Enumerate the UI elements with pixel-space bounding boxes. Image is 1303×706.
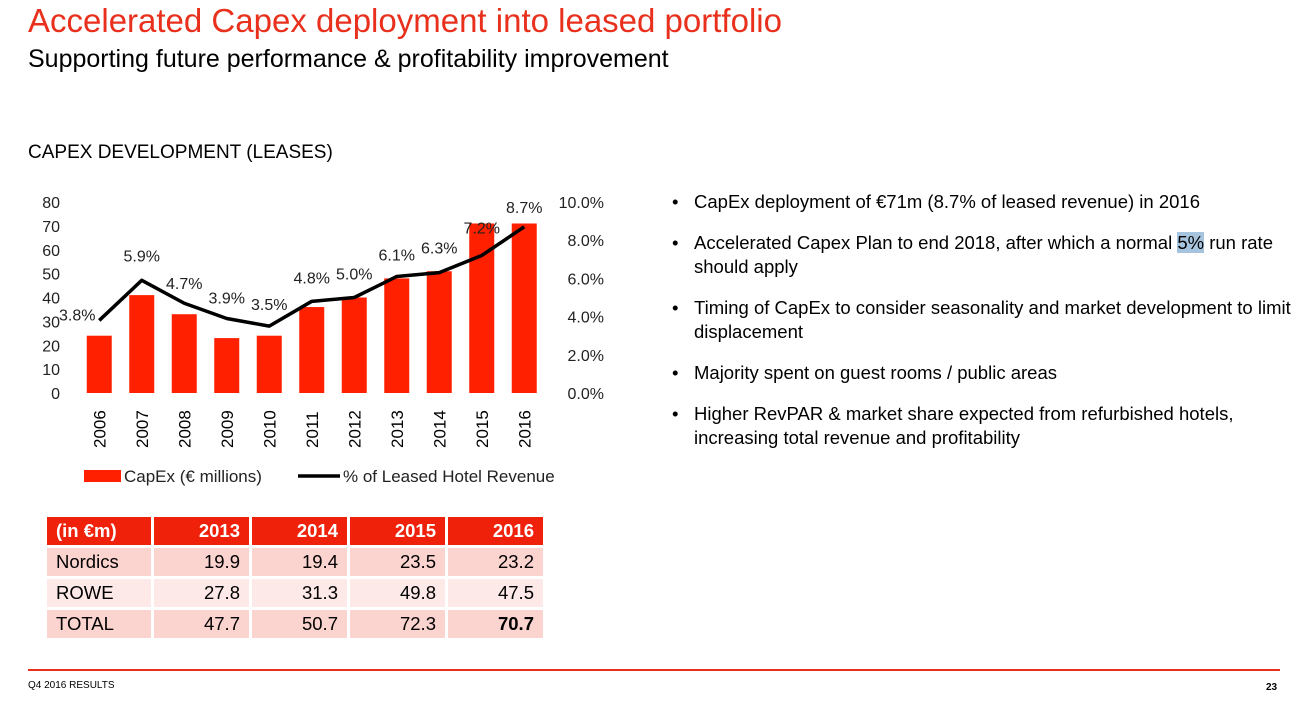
chart-bar — [511, 223, 537, 393]
page-number: 23 — [1266, 682, 1278, 693]
table-cell: TOTAL — [47, 610, 151, 638]
bullet-list: CapEx deployment of €71m (8.7% of leased… — [672, 190, 1292, 450]
y-right-tick-label: 10.0% — [559, 195, 604, 212]
table-cell: ROWE — [47, 579, 151, 607]
footer-divider — [28, 669, 1280, 671]
x-tick-label: 2006 — [90, 410, 109, 448]
x-tick-label: 2016 — [515, 410, 534, 448]
table-cell: 72.3 — [350, 610, 445, 638]
x-tick-label: 2011 — [303, 411, 322, 448]
table-header-cell: 2015 — [350, 517, 445, 545]
line-data-label: 4.8% — [294, 270, 330, 287]
y-left-tick-label: 50 — [42, 267, 60, 284]
line-data-label: 3.9% — [209, 291, 245, 308]
line-data-label: 8.7% — [506, 200, 542, 217]
line-data-label: 4.7% — [166, 276, 202, 293]
x-tick-label: 2013 — [388, 410, 407, 448]
x-tick-label: 2010 — [260, 410, 279, 448]
table-cell: 27.8 — [154, 579, 249, 607]
table-cell: 49.8 — [350, 579, 445, 607]
table-cell: 47.5 — [448, 579, 543, 607]
bullet-item: Majority spent on guest rooms / public a… — [672, 361, 1292, 385]
chart-bar — [86, 335, 112, 393]
legend-line-label: % of Leased Hotel Revenue — [343, 467, 555, 486]
table-cell: 19.9 — [154, 548, 249, 576]
table-cell: 70.7 — [448, 610, 543, 638]
table-cell: 47.7 — [154, 610, 249, 638]
y-right-tick-label: 2.0% — [568, 348, 604, 365]
table-cell: 31.3 — [252, 579, 347, 607]
chart-bar — [384, 278, 410, 393]
y-right-tick-label: 4.0% — [568, 310, 604, 327]
bullet-item: CapEx deployment of €71m (8.7% of leased… — [672, 190, 1292, 214]
chart-bar — [299, 307, 325, 393]
page-title: Accelerated Capex deployment into leased… — [28, 2, 782, 39]
chart-bar — [341, 297, 367, 393]
y-left-tick-label: 60 — [42, 243, 60, 260]
bullet-item: Higher RevPAR & market share expected fr… — [672, 402, 1292, 450]
bullet-text: Majority spent on guest rooms / public a… — [694, 362, 1057, 383]
table-row: Nordics 19.9 19.4 23.5 23.2 — [47, 548, 543, 576]
chart-section-title: CAPEX DEVELOPMENT (LEASES) — [28, 142, 333, 163]
legend-bar-label: CapEx (€ millions) — [124, 467, 262, 486]
bullet-item: Timing of CapEx to consider seasonality … — [672, 296, 1292, 344]
table-header-cell: (in €m) — [47, 517, 151, 545]
line-data-label: 5.9% — [124, 248, 160, 265]
y-left-tick-label: 30 — [42, 314, 60, 331]
line-data-label: 3.8% — [59, 307, 95, 324]
highlighted-text: 5% — [1177, 232, 1205, 253]
table-header-cell: 2014 — [252, 517, 347, 545]
y-left-tick-label: 70 — [42, 219, 60, 236]
bullet-text: CapEx deployment of €71m (8.7% of leased… — [694, 191, 1200, 212]
x-tick-label: 2007 — [133, 410, 152, 448]
bullet-text: Higher RevPAR & market share expected fr… — [694, 403, 1234, 448]
chart-bar — [426, 271, 452, 393]
revenue-line — [98, 225, 526, 328]
table-cell: 23.5 — [350, 548, 445, 576]
table-header-cell: 2013 — [154, 517, 249, 545]
bullet-text: Timing of CapEx to consider seasonality … — [694, 297, 1291, 342]
line-data-label: 6.1% — [379, 247, 415, 264]
y-right-tick-label: 8.0% — [568, 233, 604, 250]
line-data-label: 7.2% — [464, 220, 500, 237]
table-header-row: (in €m) 2013 2014 2015 2016 — [47, 517, 543, 545]
table-cell: 23.2 — [448, 548, 543, 576]
x-tick-label: 2009 — [218, 410, 237, 448]
table-cell: 50.7 — [252, 610, 347, 638]
bullet-text: run rate should apply — [694, 232, 1273, 277]
bullet-text: Accelerated Capex Plan to end 2018, afte… — [694, 232, 1178, 253]
y-left-tick-label: 40 — [42, 291, 60, 308]
x-tick-label: 2014 — [430, 410, 449, 448]
y-left-tick-label: 80 — [42, 195, 60, 212]
y-right-tick-label: 0.0% — [568, 386, 604, 403]
chart-bar — [214, 338, 240, 393]
y-left-tick-label: 10 — [42, 362, 60, 379]
y-left-tick-label: 0 — [51, 386, 60, 403]
table-cell: 19.4 — [252, 548, 347, 576]
line-data-label: 5.0% — [336, 267, 372, 284]
legend-bar-swatch — [84, 470, 121, 482]
chart-bar — [129, 295, 155, 393]
page-subtitle: Supporting future performance & profitab… — [28, 45, 669, 73]
footer-label: Q4 2016 RESULTS — [28, 680, 115, 691]
line-data-label: 3.5% — [251, 297, 287, 314]
table-row: TOTAL 47.7 50.7 72.3 70.7 — [47, 610, 543, 638]
table-header-cell: 2016 — [448, 517, 543, 545]
x-tick-label: 2012 — [345, 410, 364, 448]
capex-chart: 0 10 20 30 40 50 60 70 80 0.0% 2.0% 4.0% 6.0% 8.0% 10.… — [42, 195, 604, 486]
capex-table: (in €m) 2013 2014 2015 2016 Nordics 19.9… — [44, 514, 546, 641]
table-cell: Nordics — [47, 548, 151, 576]
chart-bar — [171, 314, 197, 393]
table-row: ROWE 27.8 31.3 49.8 47.5 — [47, 579, 543, 607]
line-data-label: 6.3% — [421, 241, 457, 258]
x-tick-label: 2008 — [175, 410, 194, 448]
bullet-item: Accelerated Capex Plan to end 2018, afte… — [672, 231, 1292, 279]
chart-bar — [256, 335, 282, 393]
y-right-tick-label: 6.0% — [568, 271, 604, 288]
x-tick-label: 2015 — [473, 410, 492, 448]
y-left-tick-label: 20 — [42, 338, 60, 355]
